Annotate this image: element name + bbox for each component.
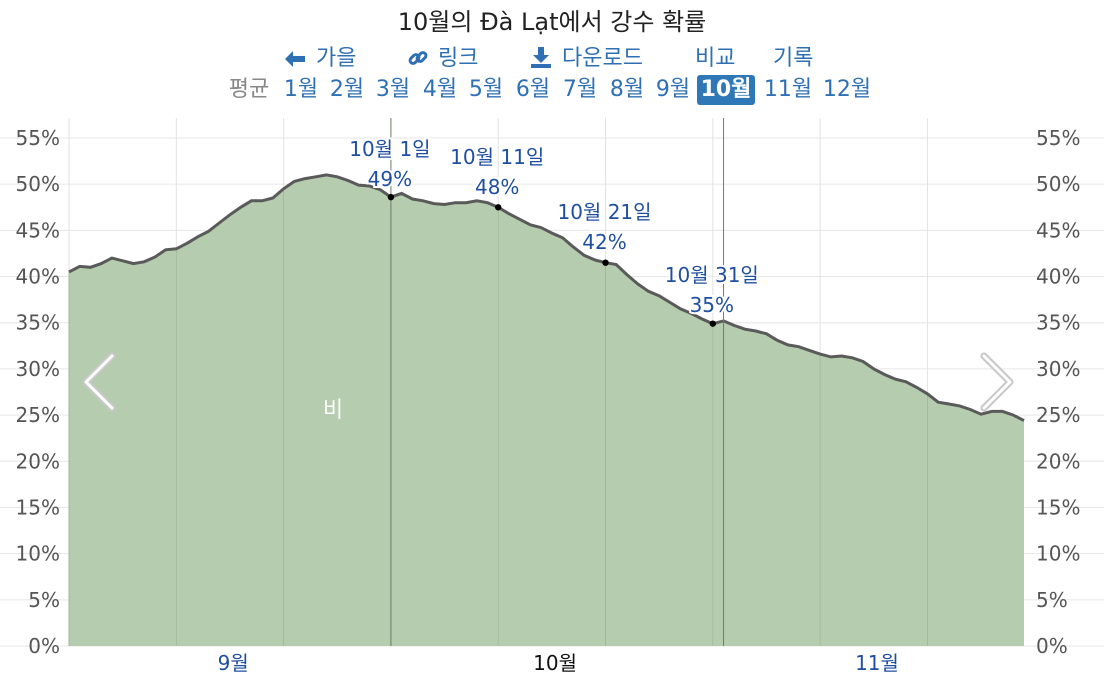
y-tick-label-right: 25%	[1036, 403, 1080, 427]
y-tick-label-left: 40%	[16, 265, 60, 289]
annotation-value: 35%	[690, 293, 734, 317]
download-button[interactable]: 다운로드	[530, 40, 643, 72]
month-selector: 평균 1월 2월 3월 4월 5월 6월 7월 8월 9월 10월 11월 12…	[0, 75, 1104, 105]
x-tick-label: 10월	[533, 651, 577, 675]
annotation-date: 10월 1일	[349, 137, 430, 161]
month-tab-6[interactable]: 6월	[515, 77, 551, 102]
next-arrow[interactable]	[980, 352, 1014, 412]
y-tick-label-left: 25%	[16, 403, 60, 427]
y-tick-label-right: 20%	[1036, 449, 1080, 473]
annotation-value: 42%	[582, 230, 626, 254]
annotation-point	[495, 204, 502, 211]
compare-link[interactable]: 비교	[695, 46, 736, 71]
download-label: 다운로드	[562, 46, 643, 71]
month-tab-7[interactable]: 7월	[562, 77, 598, 102]
y-tick-label-left: 50%	[16, 172, 60, 196]
link-label: 링크	[438, 46, 479, 71]
month-tab-3[interactable]: 3월	[375, 77, 411, 102]
month-tab-10[interactable]: 10월	[697, 75, 755, 105]
month-tab-12[interactable]: 12월	[822, 77, 872, 102]
chevron-right-icon	[980, 352, 1014, 412]
annotations: 10월 1일 49% 10월 11일 48% 10월 21일 42% 10월 31일 35%	[347, 135, 761, 327]
y-tick-label-right: 10%	[1036, 542, 1080, 566]
annotation-date: 10월 21일	[557, 200, 651, 224]
month-tab-11[interactable]: 11월	[763, 77, 813, 102]
y-tick-label-right: 15%	[1036, 495, 1080, 519]
x-axis: 9월 10월 11월	[218, 651, 899, 675]
y-tick-label-left: 30%	[16, 357, 60, 381]
month-avg-label: 평균	[228, 77, 270, 102]
y-tick-label-left: 55%	[16, 126, 60, 150]
y-tick-label-left: 10%	[16, 542, 60, 566]
annotation-date: 10월 11일	[450, 145, 544, 169]
month-tab-1[interactable]: 1월	[283, 77, 319, 102]
series-line	[68, 173, 1025, 422]
month-tab-9[interactable]: 9월	[655, 77, 691, 102]
y-tick-label-right: 45%	[1036, 218, 1080, 242]
month-tab-5[interactable]: 5월	[468, 77, 504, 102]
back-label: 가을	[316, 46, 357, 71]
y-tick-label-left: 35%	[16, 311, 60, 335]
y-tick-label-right: 50%	[1036, 172, 1080, 196]
y-axis-left: 0% 5% 10% 15% 20% 25% 30% 35% 40% 45% 50% 55%	[16, 126, 60, 658]
area-fill	[69, 174, 1024, 646]
y-tick-label-left: 45%	[16, 218, 60, 242]
y-tick-label-right: 35%	[1036, 311, 1080, 335]
prev-arrow[interactable]	[82, 352, 116, 412]
y-tick-label-right: 30%	[1036, 357, 1080, 381]
y-tick-label-left: 0%	[28, 634, 60, 658]
download-icon	[531, 47, 551, 68]
month-tab-4[interactable]: 4월	[422, 77, 458, 102]
link-icon	[408, 51, 428, 65]
y-tick-label-right: 55%	[1036, 126, 1080, 150]
back-autumn-link[interactable]: 가을	[284, 40, 356, 72]
arrow-left-icon	[285, 51, 305, 67]
y-tick-label-right: 0%	[1036, 634, 1068, 658]
annotation-point	[387, 193, 395, 201]
page-title: 10월의 Đà Lạt에서 강수 확률	[397, 8, 707, 36]
nav-bar: 가을 링크 다운로드 비교 기록	[0, 40, 1104, 72]
history-link[interactable]: 기록	[773, 46, 814, 71]
annotation-date: 10월 31일	[665, 263, 759, 287]
x-tick-label: 9월	[218, 651, 249, 675]
series-label: 비	[323, 398, 343, 423]
link-button[interactable]: 링크	[408, 40, 478, 72]
annotation-value: 49%	[368, 167, 412, 191]
month-tab-2[interactable]: 2월	[329, 77, 365, 102]
y-tick-label-left: 20%	[16, 449, 60, 473]
y-tick-label-left: 5%	[28, 588, 60, 612]
y-tick-label-right: 5%	[1036, 588, 1068, 612]
annotation-value: 48%	[475, 175, 519, 199]
y-axis-right: 0% 5% 10% 15% 20% 25% 30% 35% 40% 45% 50% 55%	[1036, 126, 1080, 658]
y-tick-label-left: 15%	[16, 495, 60, 519]
month-tab-8[interactable]: 8월	[609, 77, 645, 102]
annotation-point	[602, 259, 609, 266]
annotation-point	[709, 320, 717, 327]
y-tick-label-right: 40%	[1036, 265, 1080, 289]
x-tick-label: 11월	[855, 651, 899, 675]
